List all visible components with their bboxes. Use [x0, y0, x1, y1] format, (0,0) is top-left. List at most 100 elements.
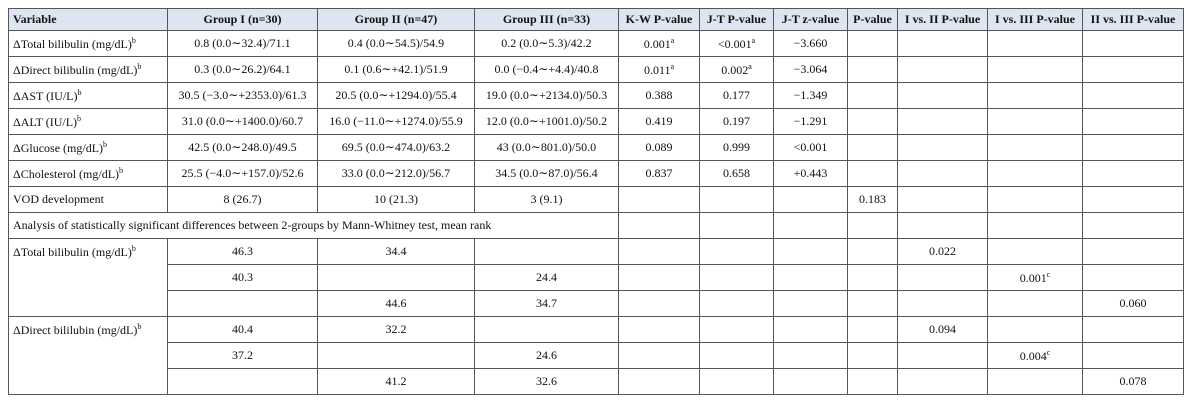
footnote-mark: a [748, 61, 752, 71]
footnote-mark: b [137, 61, 142, 71]
table-cell [773, 342, 848, 369]
table-cell: 0.177 [699, 82, 774, 109]
column-header: J-T z-value [773, 8, 848, 31]
table-cell [987, 186, 1083, 213]
column-header: Group II (n=47) [317, 8, 475, 31]
table-cell: 46.3 [167, 238, 318, 265]
table-cell [1082, 238, 1184, 265]
table-cell [773, 238, 848, 265]
table-cell: +0.443 [773, 160, 848, 187]
table-cell: 34.4 [317, 238, 475, 265]
table-cell [618, 186, 700, 213]
table-cell [897, 186, 988, 213]
table-cell [773, 368, 848, 395]
cell-text: 0.011 [643, 62, 671, 77]
footnote-mark: b [137, 322, 142, 331]
table-cell: 0.001c [987, 264, 1083, 291]
pairwise-row: ΔTotal bilibulin (mg/dL)b 46.3 34.4 0.022 [8, 238, 1184, 317]
table-cell: 32.2 [317, 316, 475, 343]
table-cell [987, 316, 1083, 343]
column-header: P-value [847, 8, 898, 31]
table-cell: 24.4 [474, 264, 619, 291]
row-label: ΔTotal bilibulin (mg/dL)b [8, 30, 168, 57]
table-cell [618, 238, 700, 265]
table-cell: 0.022 [897, 238, 988, 265]
table-cell [897, 30, 988, 57]
footnote-mark: b [131, 244, 136, 253]
row-label: VOD development [8, 186, 168, 213]
table-cell [847, 290, 898, 317]
table-cell [773, 290, 848, 317]
cell-text: ΔTotal bilibulin (mg/dL) [13, 36, 132, 51]
table-cell [987, 108, 1083, 135]
table-cell [847, 264, 898, 291]
table-cell [1082, 212, 1184, 239]
row-label: ΔGlucose (mg/dL)b [8, 134, 168, 161]
table-cell [618, 342, 700, 369]
table-cell [897, 160, 988, 187]
table-cell: 0.419 [618, 108, 700, 135]
footnote-mark: b [77, 87, 82, 97]
row-label: ΔDirect bililubin (mg/dL)b [8, 316, 168, 395]
table-cell [847, 212, 898, 239]
table-cell [1082, 186, 1184, 213]
footnote-mark: c [1046, 347, 1051, 357]
table-cell: 0.078 [1082, 368, 1184, 395]
table-cell: 0.197 [699, 108, 774, 135]
cell-text: ΔTotal bilibulin (mg/dL) [13, 245, 132, 259]
table-cell: −3.064 [773, 56, 848, 83]
table-cell [987, 82, 1083, 109]
table-cell [699, 264, 774, 291]
table-cell: 0.002a [699, 56, 774, 83]
table-cell: 37.2 [167, 342, 318, 369]
pairwise-row: ΔDirect bililubin (mg/dL)b 40.4 32.2 0.094 [8, 316, 1184, 395]
table-cell [1082, 134, 1184, 161]
table-cell [897, 56, 988, 83]
table-cell: 0.837 [618, 160, 700, 187]
table-cell: 0.658 [699, 160, 774, 187]
note-row: Analysis of statistically significant di… [8, 212, 1184, 239]
table-cell [1082, 316, 1184, 343]
row-label: ΔTotal bilibulin (mg/dL)b [8, 238, 168, 317]
table-cell: 40.4 [167, 316, 318, 343]
table-cell [618, 316, 700, 343]
table-row: ΔCholesterol (mg/dL)b 25.5 (−4.0∼+157.0)/… [8, 160, 1184, 187]
footnote-mark: a [670, 35, 675, 45]
table-cell: 34.7 [474, 290, 619, 317]
column-header: K-W P-value [618, 8, 700, 31]
table-cell: 0.094 [897, 316, 988, 343]
table-cell [618, 368, 700, 395]
table-cell [847, 56, 898, 83]
table-cell [317, 342, 475, 369]
table-cell [773, 316, 848, 343]
column-header: II vs. III P-value [1082, 8, 1184, 31]
cell-text: 0.001 [643, 36, 671, 51]
table-cell [699, 342, 774, 369]
table-row: ΔDirect bilibulin (mg/dL)b 0.3 (0.0∼26.2)… [8, 56, 1184, 83]
table-cell: 31.0 (0.0∼+1400.0)/60.7 [167, 108, 318, 135]
table-cell: 0.060 [1082, 290, 1184, 317]
table-cell: 8 (26.7) [167, 186, 318, 213]
table-cell: 0.388 [618, 82, 700, 109]
column-header: Variable [8, 8, 168, 31]
cell-text: ΔGlucose (mg/dL) [13, 140, 104, 155]
table-cell [773, 212, 848, 239]
table-cell [474, 316, 619, 343]
table-cell [897, 342, 988, 369]
table-cell [987, 212, 1083, 239]
pairwise-row: 44.6 34.7 0.060 [9, 290, 1184, 317]
table-cell: −3.660 [773, 30, 848, 57]
table-cell [897, 134, 988, 161]
table-cell: 0.0 (−0.4∼+4.4)/40.8 [474, 56, 619, 83]
table-cell: 10 (21.3) [317, 186, 475, 213]
table-row: ΔAST (IU/L)b 30.5 (−3.0∼+2353.0)/61.3 20.5… [8, 82, 1184, 109]
table-cell [897, 82, 988, 109]
table-cell [1082, 56, 1184, 83]
table-cell [1082, 82, 1184, 109]
table-cell: 0.011a [618, 56, 700, 83]
table-cell [987, 290, 1083, 317]
table-row: ΔGlucose (mg/dL)b 42.5 (0.0∼248.0)/49.5 69… [8, 134, 1184, 161]
analysis-note: Analysis of statistically significant di… [8, 212, 619, 239]
row-label: ΔAST (IU/L)b [8, 82, 168, 109]
table-body: ΔTotal bilibulin (mg/dL)b 0.8 (0.0∼32.4)/… [8, 30, 1184, 395]
